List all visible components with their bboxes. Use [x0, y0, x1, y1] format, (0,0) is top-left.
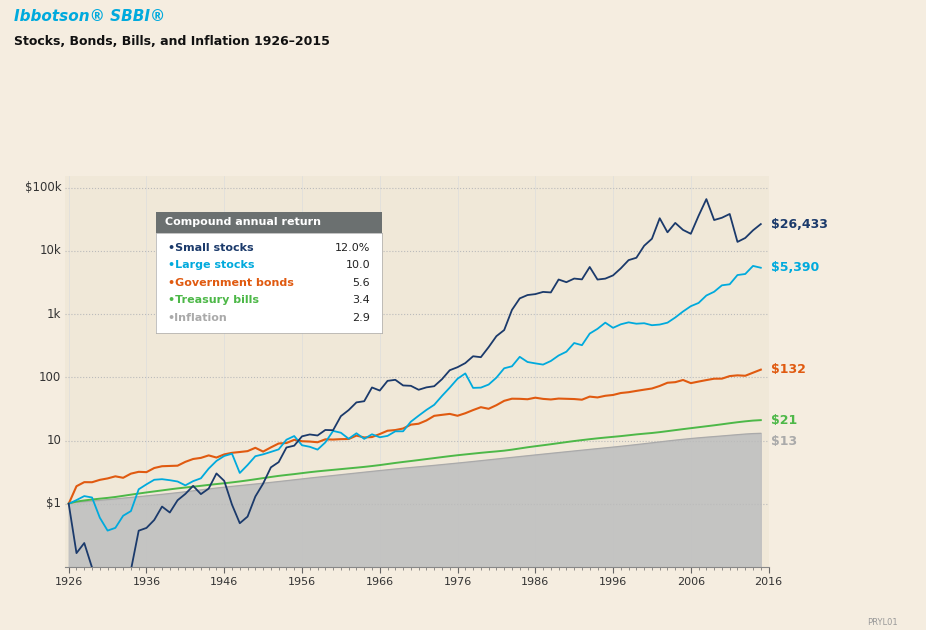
Text: $26,433: $26,433 [771, 217, 828, 231]
Text: Ibbotson® SBBI®: Ibbotson® SBBI® [14, 9, 165, 25]
Text: 100: 100 [39, 371, 61, 384]
Text: 10k: 10k [40, 244, 61, 257]
Text: $1: $1 [46, 497, 61, 510]
Text: Stocks, Bonds, Bills, and Inflation 1926–2015: Stocks, Bonds, Bills, and Inflation 1926… [14, 35, 330, 48]
Text: $21: $21 [771, 414, 797, 427]
Text: PRYL01: PRYL01 [868, 618, 898, 627]
Text: 1k: 1k [47, 307, 61, 321]
Text: $132: $132 [771, 363, 806, 376]
Text: $5,390: $5,390 [771, 261, 820, 274]
Text: $13: $13 [771, 435, 797, 448]
Text: 10: 10 [46, 434, 61, 447]
Text: $100k: $100k [25, 181, 61, 194]
